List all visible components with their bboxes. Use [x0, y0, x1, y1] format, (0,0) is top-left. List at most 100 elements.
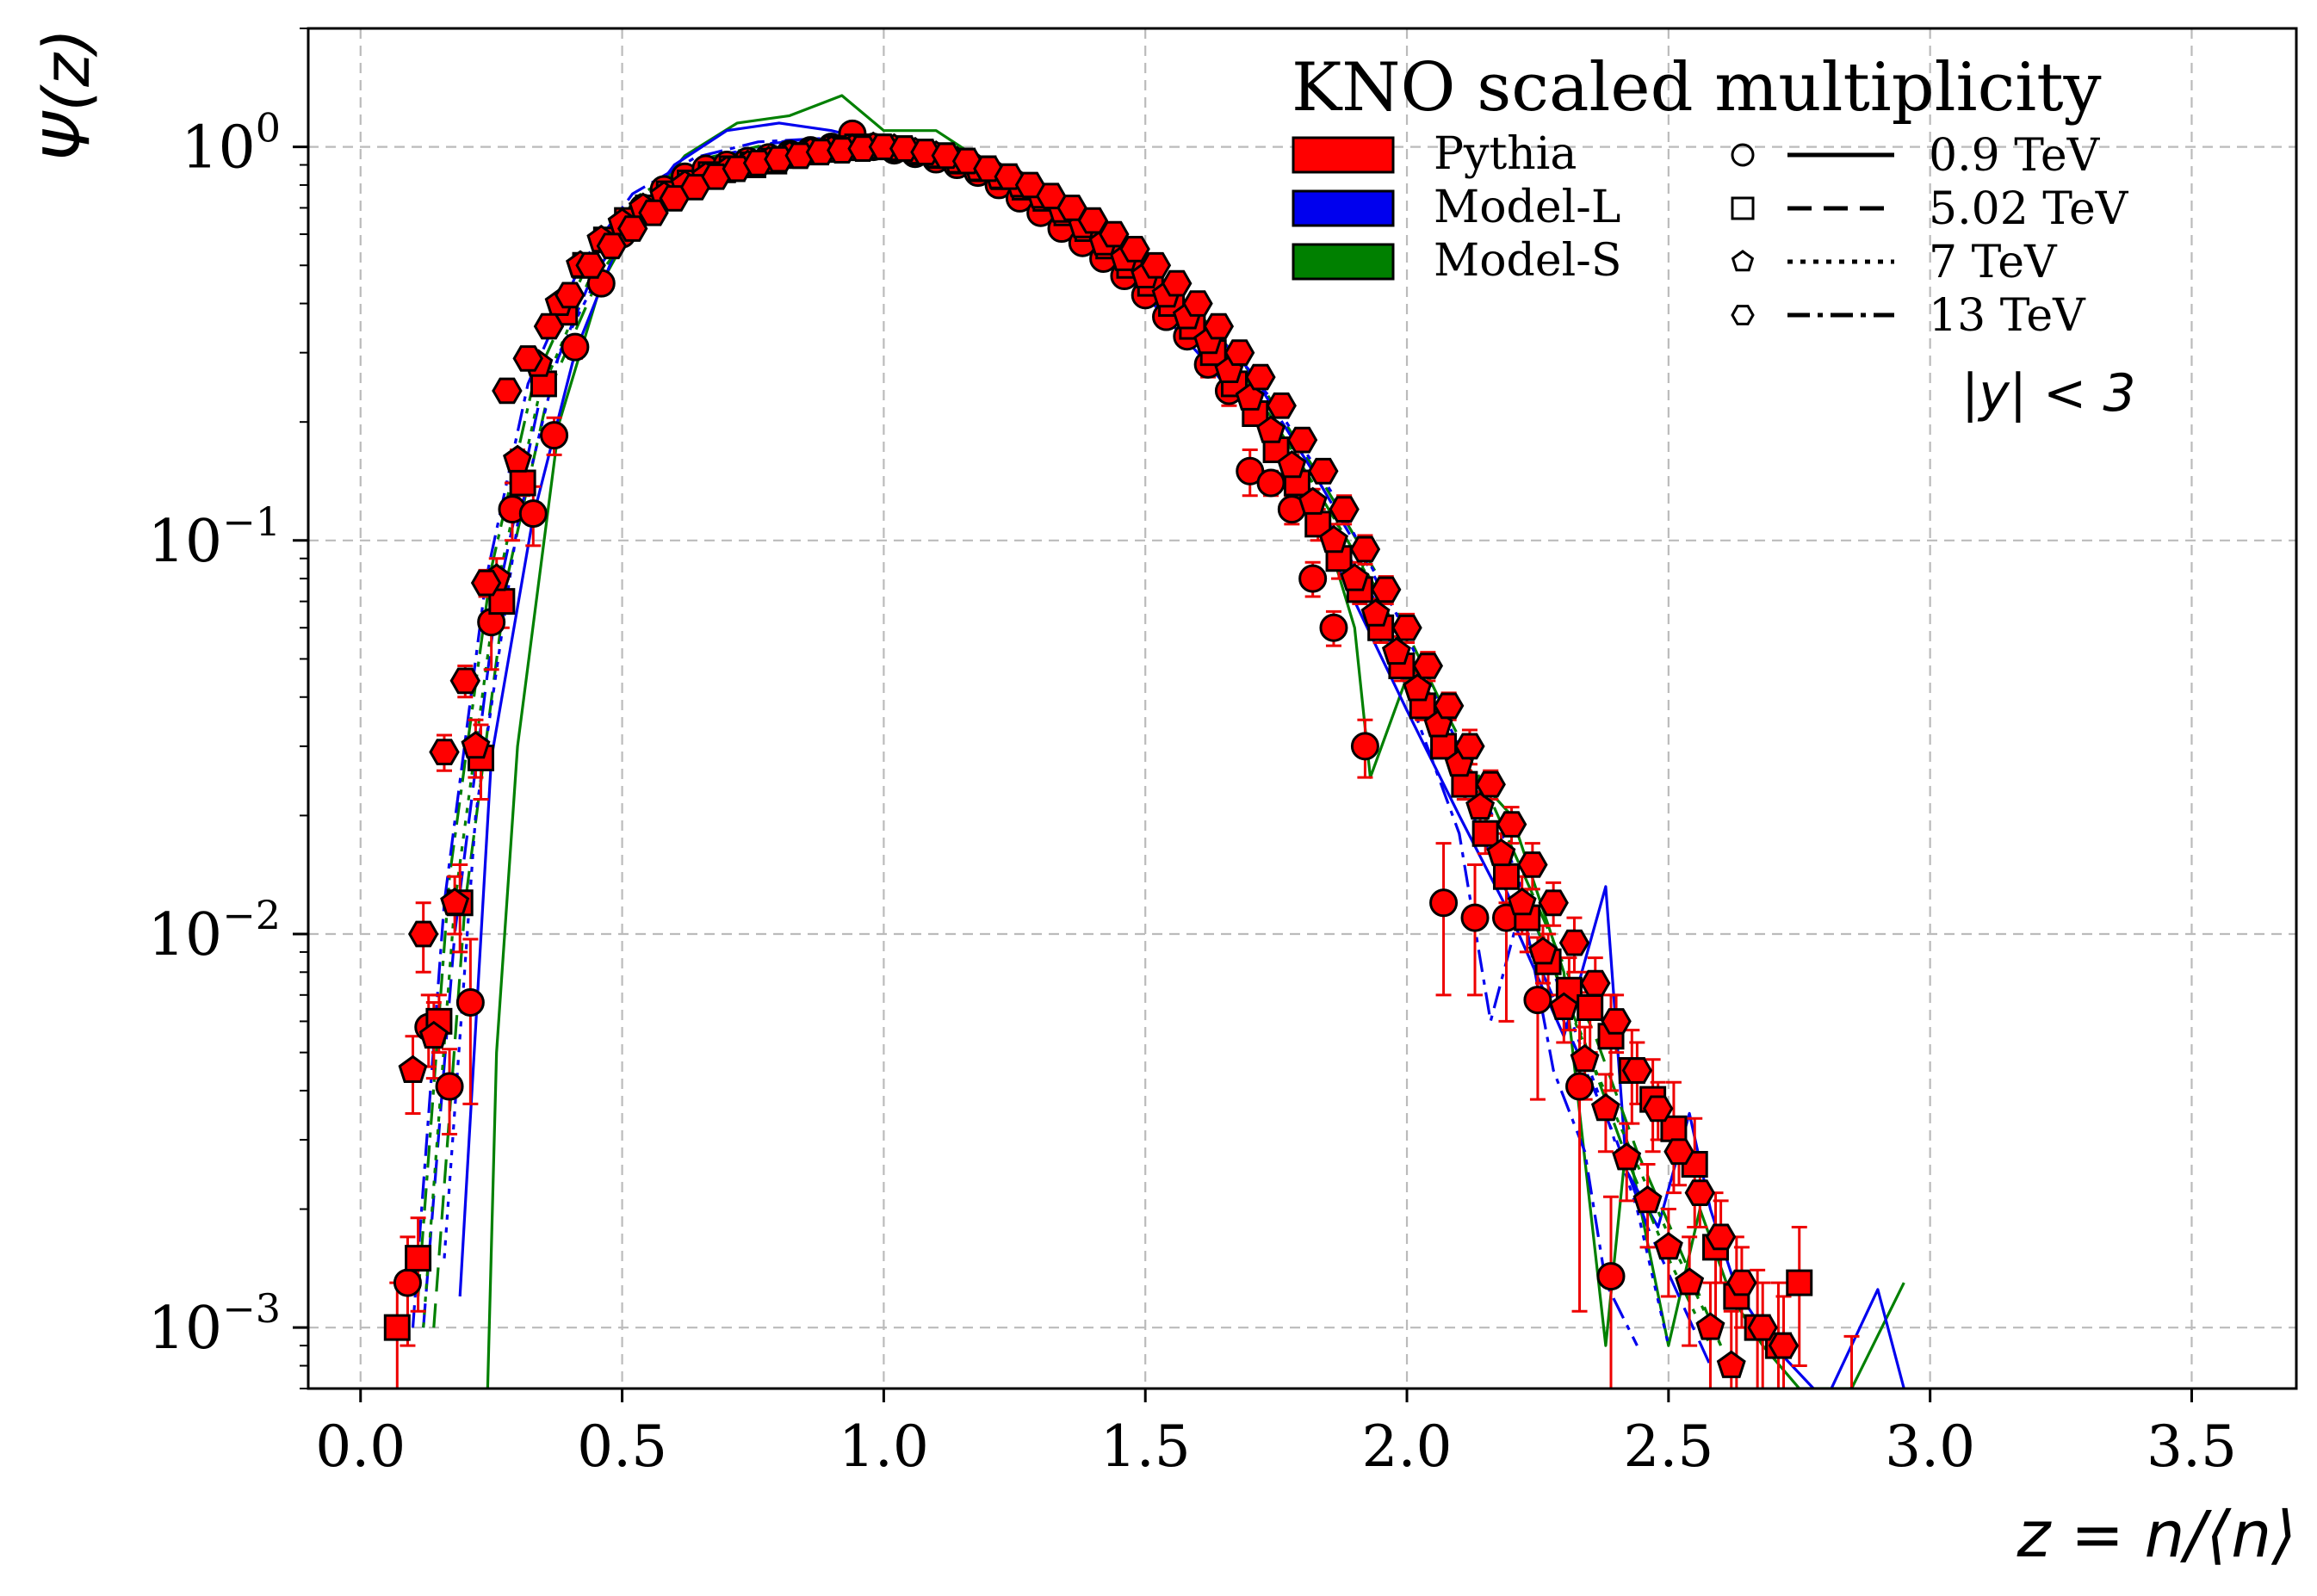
pythia-marker-hexagon: [1747, 1314, 1778, 1341]
pythia-marker-hexagon: [1768, 1332, 1800, 1359]
pythia-marker-hexagon: [492, 377, 523, 405]
pythia-marker-pentagon: [1256, 415, 1286, 443]
pythia-marker-hexagon: [512, 345, 543, 372]
pythia-marker-hexagon: [1308, 457, 1339, 485]
pythia-marker-pentagon: [1716, 1350, 1746, 1378]
x-tick-label: 2.0: [1362, 1414, 1453, 1480]
pythia-marker-square: [1577, 994, 1604, 1022]
pythia-marker-hexagon: [847, 135, 878, 162]
pythia-marker-circle: [540, 421, 569, 450]
y-tick-label: 10−2: [148, 892, 281, 969]
legend-energy-label: 0.9 TeV: [1929, 130, 2101, 182]
pythia-marker-hexagon: [1266, 392, 1297, 419]
x-tick-label: 0.0: [315, 1414, 406, 1480]
pythia-marker-circle: [1298, 564, 1328, 593]
pythia-marker-hexagon: [1161, 269, 1193, 297]
legend-marker-square: [1731, 196, 1755, 220]
pythia-marker-hexagon: [470, 569, 502, 597]
pythia-marker-hexagon: [1621, 1057, 1653, 1084]
pythia-marker-pentagon: [1632, 1185, 1663, 1214]
pythia-marker-hexagon: [1370, 576, 1402, 603]
legend-marker-hexagon: [1731, 305, 1755, 325]
pythia-marker-hexagon: [889, 135, 920, 162]
y-tick-label: 10−1: [148, 498, 281, 576]
pythia-marker-pentagon: [503, 444, 533, 473]
pythia-marker-hexagon: [1601, 1008, 1632, 1035]
pythia-marker-hexagon: [1538, 889, 1569, 917]
legend-energy-label: 5.02 TeV: [1929, 183, 2129, 235]
pythia-marker-pentagon: [398, 1055, 428, 1083]
pythia-marker-circle: [1523, 986, 1552, 1015]
pythia-marker-circle: [393, 1268, 422, 1297]
pythia-marker-pentagon: [1298, 486, 1328, 515]
legend-label-pythia: Pythia: [1434, 128, 1577, 180]
pythia-marker-circle: [1596, 1262, 1626, 1291]
pythia-marker-hexagon: [596, 232, 628, 260]
pythia-marker-pentagon: [461, 731, 491, 759]
pythia-marker-pentagon: [1235, 382, 1265, 411]
pythia-marker-hexagon: [575, 251, 606, 279]
pythia-marker-hexagon: [1203, 312, 1235, 340]
pythia-marker-pentagon: [1507, 887, 1537, 916]
pythia-marker-pentagon: [1318, 524, 1348, 554]
pythia-marker-hexagon: [910, 139, 941, 165]
pythia-marker-hexagon: [1475, 770, 1506, 798]
pythia-marker-hexagon: [764, 145, 795, 173]
pythia-marker-circle: [1236, 456, 1265, 486]
pythia-marker-square: [1786, 1269, 1813, 1296]
pythia-marker-hexagon: [1517, 851, 1548, 878]
pythia-marker-circle: [1565, 1072, 1595, 1101]
pythia-marker-hexagon: [827, 137, 858, 164]
pythia-marker-circle: [455, 988, 485, 1018]
legend-marker-pentagon: [1731, 250, 1755, 272]
pythia-marker-pentagon: [1486, 838, 1516, 867]
pythia-marker-square: [405, 1245, 432, 1272]
pythia-marker-hexagon: [1496, 811, 1527, 838]
pythia-marker-pentagon: [1360, 598, 1391, 627]
pythia-marker-hexagon: [1245, 363, 1276, 391]
legend-swatch-model-l: [1292, 189, 1395, 227]
y-tick-label: 10−3: [148, 1285, 281, 1363]
pythia-marker-pentagon: [1277, 449, 1307, 479]
legend-energy-label: 13 TeV: [1929, 290, 2086, 342]
pythia-marker-hexagon: [429, 739, 460, 765]
pythia-marker-pentagon: [1340, 563, 1370, 591]
pythia-marker-pentagon: [440, 887, 470, 916]
legend-swatch-model-s: [1292, 243, 1395, 281]
pythia-marker-pentagon: [1653, 1232, 1683, 1260]
legend-marker-circle: [1731, 143, 1755, 167]
pythia-marker-hexagon: [1224, 339, 1255, 366]
pythia-marker-pentagon: [1612, 1142, 1642, 1171]
pythia-marker-square: [1492, 863, 1520, 890]
legend-label-model-s: Model-S: [1434, 235, 1621, 287]
pythia-marker-circle: [1460, 903, 1490, 932]
axis-ticks: 0.0 0.5 1.0 1.5 2.0 2.5 3.0 3.5 100 10−1 10−2 10−3: [148, 28, 2237, 1480]
plot-frame: [307, 27, 2298, 1390]
pythia-marker-circle: [1350, 732, 1379, 761]
pythia-marker-pentagon: [418, 1020, 449, 1049]
x-axis-label: z = n/⟨n⟩: [2017, 1498, 2296, 1572]
pythia-marker-hexagon: [1684, 1179, 1716, 1206]
pythia-marker-hexagon: [1140, 251, 1172, 279]
pythia-marker-pentagon: [1695, 1312, 1725, 1340]
pythia-marker-hexagon: [742, 150, 774, 176]
pythia-marker-hexagon: [449, 667, 481, 695]
pythia-marker-hexagon: [784, 142, 815, 170]
pythia-marker-hexagon: [1663, 1138, 1694, 1166]
pythia-marker-pentagon: [1528, 937, 1558, 965]
legend: KNO scaled multiplicity PythiaModel-LMod…: [1292, 49, 2129, 342]
x-tick-label: 3.0: [1885, 1414, 1975, 1480]
pythia-marker-hexagon: [1349, 535, 1381, 563]
pythia-marker-hexagon: [1705, 1223, 1737, 1251]
pythia-marker-hexagon: [1580, 969, 1611, 997]
pythia-marker-pentagon: [1381, 636, 1411, 665]
pythia-marker-hexagon: [616, 215, 648, 242]
pythia-marker-hexagon: [1182, 290, 1213, 317]
legend-title: KNO scaled multiplicity: [1292, 49, 2102, 127]
legend-swatch-pythia: [1292, 136, 1395, 174]
pythia-marker-pentagon: [1675, 1267, 1705, 1296]
pythia-marker-circle: [1319, 613, 1348, 642]
pythia-marker-hexagon: [1726, 1269, 1757, 1296]
pythia-marker-hexagon: [1558, 929, 1590, 956]
